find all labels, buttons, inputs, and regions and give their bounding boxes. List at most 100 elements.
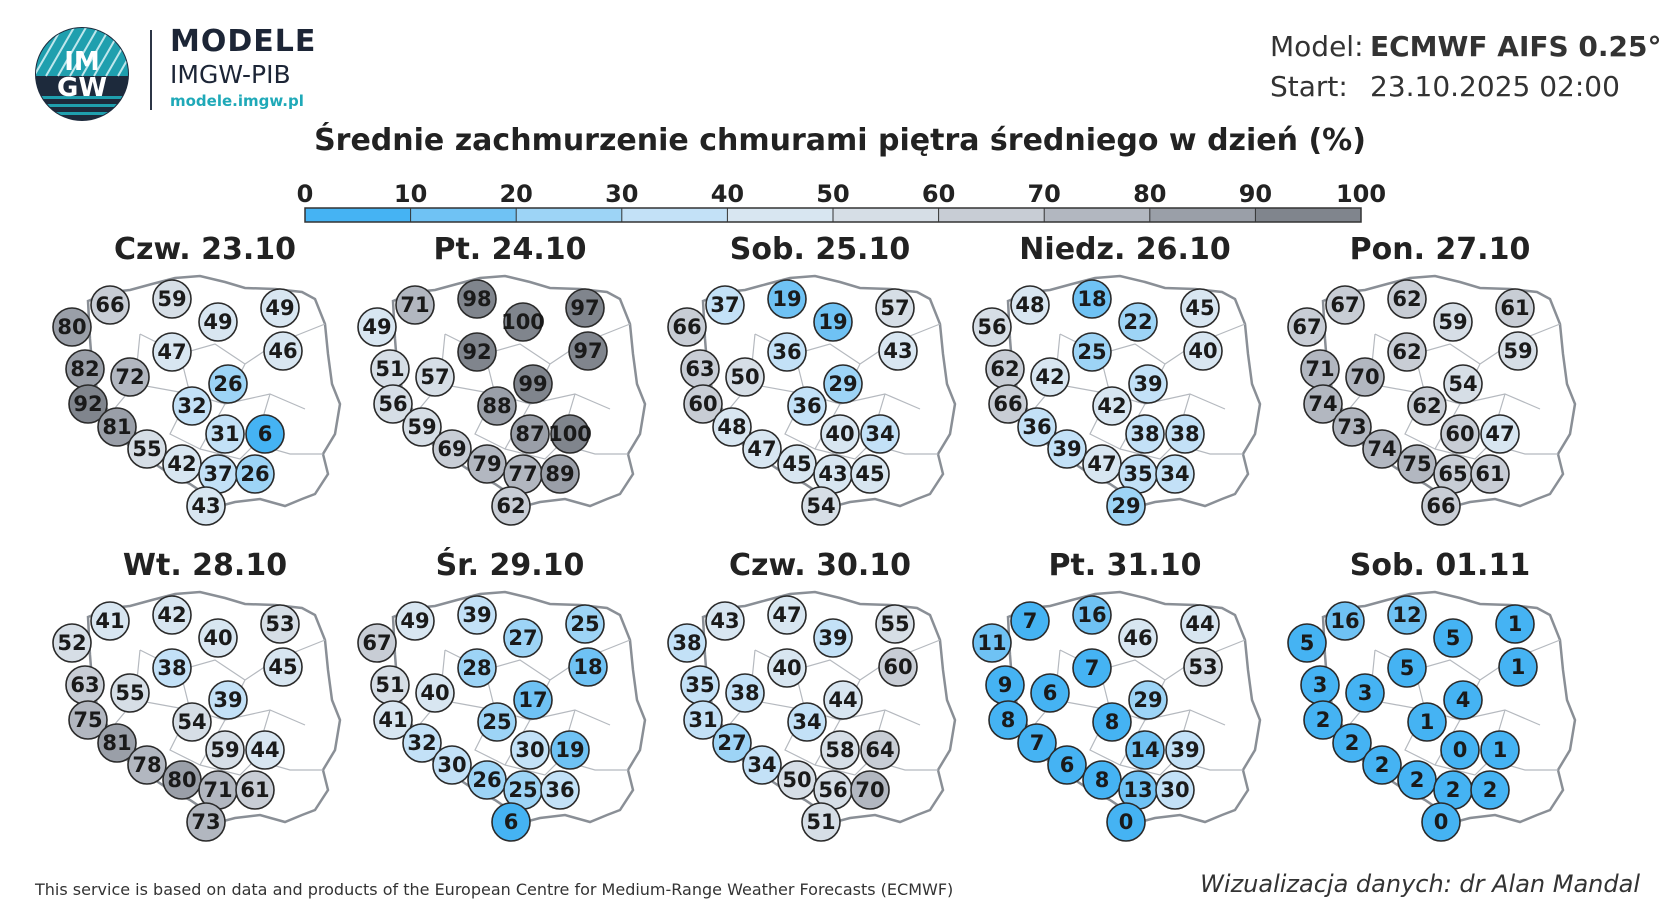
station-value: 50 [782,768,811,792]
station-value: 29 [1133,688,1162,712]
station-marker [1303,700,1343,740]
brand-divider [150,30,152,110]
colorbar-segment [516,208,623,222]
colorbar-tick-label: 90 [1239,180,1272,208]
station-bubble: 1 [1407,702,1447,742]
station-marker [357,623,397,663]
station-bubble: 47 [1082,444,1122,484]
station-bubble: 50 [777,760,817,800]
station-bubble: 3 [1300,665,1340,705]
station-value: 55 [880,612,909,636]
station-value: 40 [825,422,854,446]
station-value: 43 [710,609,739,633]
station-value: 25 [508,778,537,802]
station-bubble: 38 [667,623,707,663]
station-value: 62 [1392,287,1421,311]
station-value: 79 [472,452,501,476]
station-value: 39 [213,688,242,712]
station-bubble: 45 [1180,288,1220,328]
station-marker [457,332,497,372]
station-value: 1 [1508,612,1523,636]
station-marker [205,414,245,454]
station-value: 80 [167,768,196,792]
station-marker [1047,429,1087,469]
start-label: Start: [1270,70,1348,103]
station-value: 34 [747,753,776,777]
station-value: 62 [1392,340,1421,364]
station-marker [712,407,752,447]
station-marker [1332,723,1372,763]
station-bubble: 13 [1118,770,1158,810]
station-value: 29 [1111,494,1140,518]
station-marker [972,307,1012,347]
day-title: Sob. 01.11 [1349,548,1531,583]
station-marker [208,364,248,404]
station-value: 6 [504,810,519,834]
colorbar-tick-label: 80 [1133,180,1166,208]
region-border [199,759,256,776]
station-bubble: 51 [370,349,410,389]
station-bubble: 42 [162,444,202,484]
station-bubble: 40 [767,648,807,688]
station-marker [1303,384,1343,424]
station-marker [1495,288,1535,328]
station-marker [357,307,397,347]
station-marker [457,595,497,635]
station-bubble: 57 [875,288,915,328]
station-marker [263,331,303,371]
station-bubble: 40 [198,618,238,658]
station-marker [988,700,1028,740]
station-marker [1183,647,1223,687]
station-marker [395,601,435,641]
station-marker [1325,601,1365,641]
station-marker [1345,357,1385,397]
station-bubble: 22 [1118,302,1158,342]
station-value: 59 [1438,310,1467,334]
station-marker [878,647,918,687]
station-bubble: 45 [777,444,817,484]
station-marker [767,279,807,319]
brand-url[interactable]: modele.imgw.pl [170,92,304,110]
chart-title: Średnie zachmurzenie chmurami piętra śre… [314,123,1366,158]
station-value: 39 [818,626,847,650]
station-bubble: 51 [370,665,410,705]
station-marker [1287,307,1327,347]
station-bubble: 19 [550,730,590,770]
station-bubble: 52 [52,623,92,663]
station-value: 0 [1434,810,1449,834]
station-value: 3 [1313,673,1328,697]
station-marker [667,623,707,663]
station-value: 34 [1160,462,1189,486]
region-border [504,759,561,776]
station-bubble: 59 [402,407,442,447]
station-marker [683,700,723,740]
station-marker [1443,364,1483,404]
station-value: 2 [1345,731,1360,755]
station-bubble: 89 [540,454,580,494]
station-value: 98 [462,287,491,311]
station-value: 66 [993,392,1022,416]
station-bubble: 18 [568,647,608,687]
station-value: 53 [1188,655,1217,679]
region-border [1434,759,1491,776]
station-marker [787,386,827,426]
start-value: 23.10.2025 02:00 [1370,70,1620,103]
station-marker [1092,702,1132,742]
station-marker [1480,414,1520,454]
station-marker [705,285,745,325]
station-value: 59 [1503,339,1532,363]
station-value: 5 [1300,631,1315,655]
station-value: 46 [268,339,297,363]
station-value: 47 [1485,422,1514,446]
station-bubble: 79 [467,444,507,484]
colorbar-tick-label: 60 [922,180,955,208]
day-title: Niedz. 26.10 [1019,232,1231,267]
station-value: 2 [1316,708,1331,732]
station-value: 1 [1511,655,1526,679]
station-marker [1498,647,1538,687]
station-marker [1387,648,1427,688]
station-value: 6 [1060,753,1075,777]
station-marker [1180,288,1220,328]
station-marker [90,601,130,641]
